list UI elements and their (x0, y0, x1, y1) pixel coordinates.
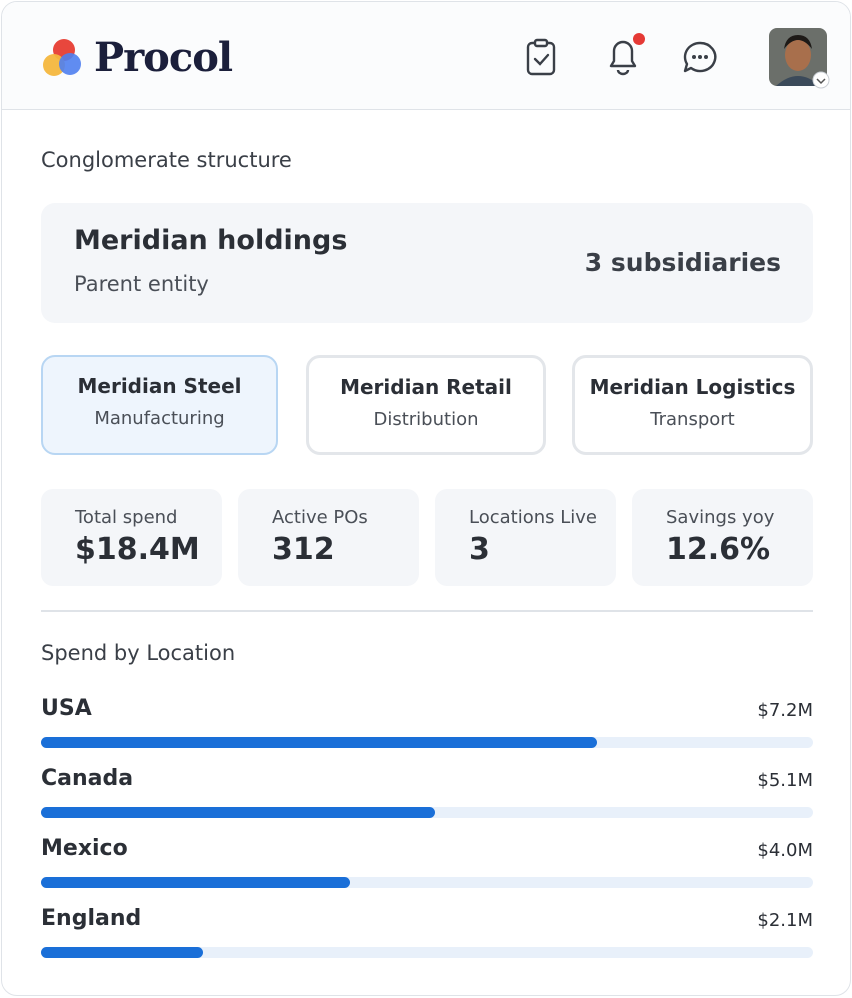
stat-card: Active POs 312 (238, 489, 419, 586)
notifications-icon[interactable] (602, 30, 648, 78)
subsidiary-name: Meridian Steel (77, 374, 242, 398)
subsidiary-count: 3 subsidiaries (584, 248, 781, 277)
location-spend: $4.0M (757, 840, 813, 861)
avatar[interactable] (768, 27, 832, 91)
stat-card: Savings yoy 12.6% (632, 489, 813, 586)
location-spend: $5.1M (757, 770, 813, 791)
section-title: Conglomerate structure (41, 148, 292, 172)
location-name: Mexico (41, 836, 128, 861)
bar (41, 807, 435, 818)
bar (41, 947, 204, 958)
subsidiary-card[interactable]: Meridian Retail Distribution (306, 355, 546, 455)
stat-label: Total spend (75, 507, 178, 528)
stat-value: 3 (469, 532, 490, 567)
bar-track (41, 737, 813, 748)
stat-value: 12.6% (666, 532, 771, 567)
parent-entity: Meridian holdings Parent entity 3 subsid… (41, 203, 813, 323)
bar-track (41, 877, 813, 888)
bar (41, 877, 350, 888)
subsidiary-sector: Transport (650, 409, 735, 430)
messages-icon[interactable] (682, 40, 720, 76)
stat-label: Active POs (272, 507, 368, 528)
stat-card: Total spend $18.4M (41, 489, 222, 586)
bar (41, 737, 597, 748)
subsidiary-card[interactable]: Meridian Steel Manufacturing (41, 355, 278, 455)
logo-mark (43, 39, 81, 76)
subsidiary-name: Meridian Retail (340, 375, 512, 399)
divider (41, 610, 813, 612)
location-spend: $2.1M (757, 910, 813, 931)
section-title: Spend by Location (41, 641, 236, 665)
subsidiary-name: Meridian Logistics (589, 375, 796, 399)
subsidiary-sector: Distribution (373, 409, 479, 430)
tasks-icon[interactable] (524, 38, 558, 78)
parent-role: Parent entity (74, 272, 209, 296)
bar-track (41, 947, 813, 958)
location-name: Canada (41, 766, 134, 791)
subsidiary-card[interactable]: Meridian Logistics Transport (572, 355, 813, 455)
stat-card: Locations Live 3 (435, 489, 616, 586)
logo-text: Procol (94, 34, 233, 81)
location-spend: $7.2M (757, 700, 813, 721)
location-name: England (41, 906, 142, 931)
stat-label: Savings yoy (666, 507, 775, 528)
stat-value: $18.4M (75, 532, 200, 567)
header: Procol (2, 2, 850, 110)
stat-value: 312 (272, 532, 335, 567)
subsidiary-sector: Manufacturing (94, 408, 225, 429)
parent-name: Meridian holdings (74, 225, 348, 256)
stat-label: Locations Live (469, 507, 597, 528)
location-name: USA (41, 696, 92, 721)
bar-track (41, 807, 813, 818)
